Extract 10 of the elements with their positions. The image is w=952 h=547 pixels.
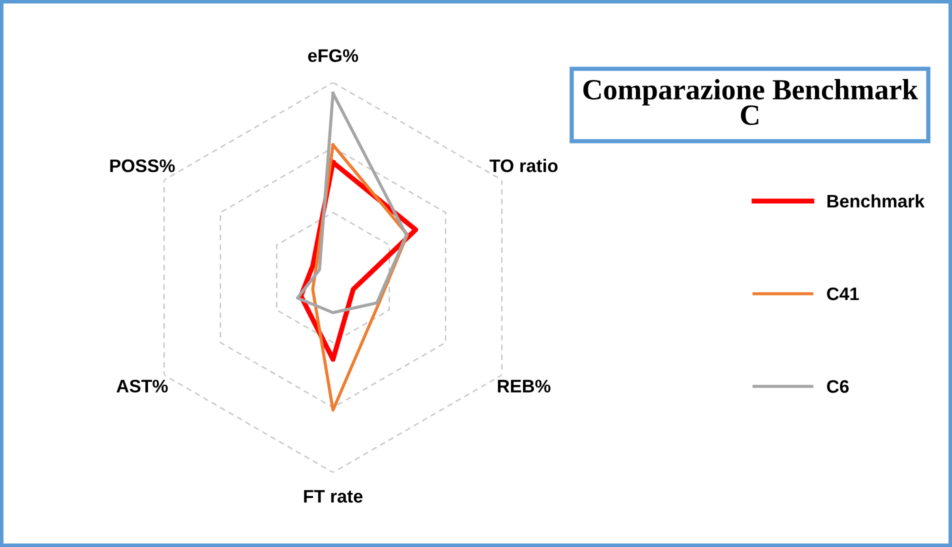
text: Comparazione Benchmark C bbox=[583, 79, 918, 126]
spoke-label: POSS% bbox=[110, 159, 175, 172]
spoke-label: REB% bbox=[498, 380, 550, 392]
legend-label: C6 bbox=[827, 380, 849, 393]
spoke-label: AST% bbox=[116, 380, 168, 393]
legend-label: Benchmark bbox=[827, 194, 925, 208]
legend-label: C41 bbox=[827, 287, 859, 300]
spoke-label: TO ratio bbox=[490, 158, 558, 172]
spoke-label: eFG% bbox=[308, 49, 358, 62]
spoke-label: FT rate bbox=[304, 490, 362, 503]
